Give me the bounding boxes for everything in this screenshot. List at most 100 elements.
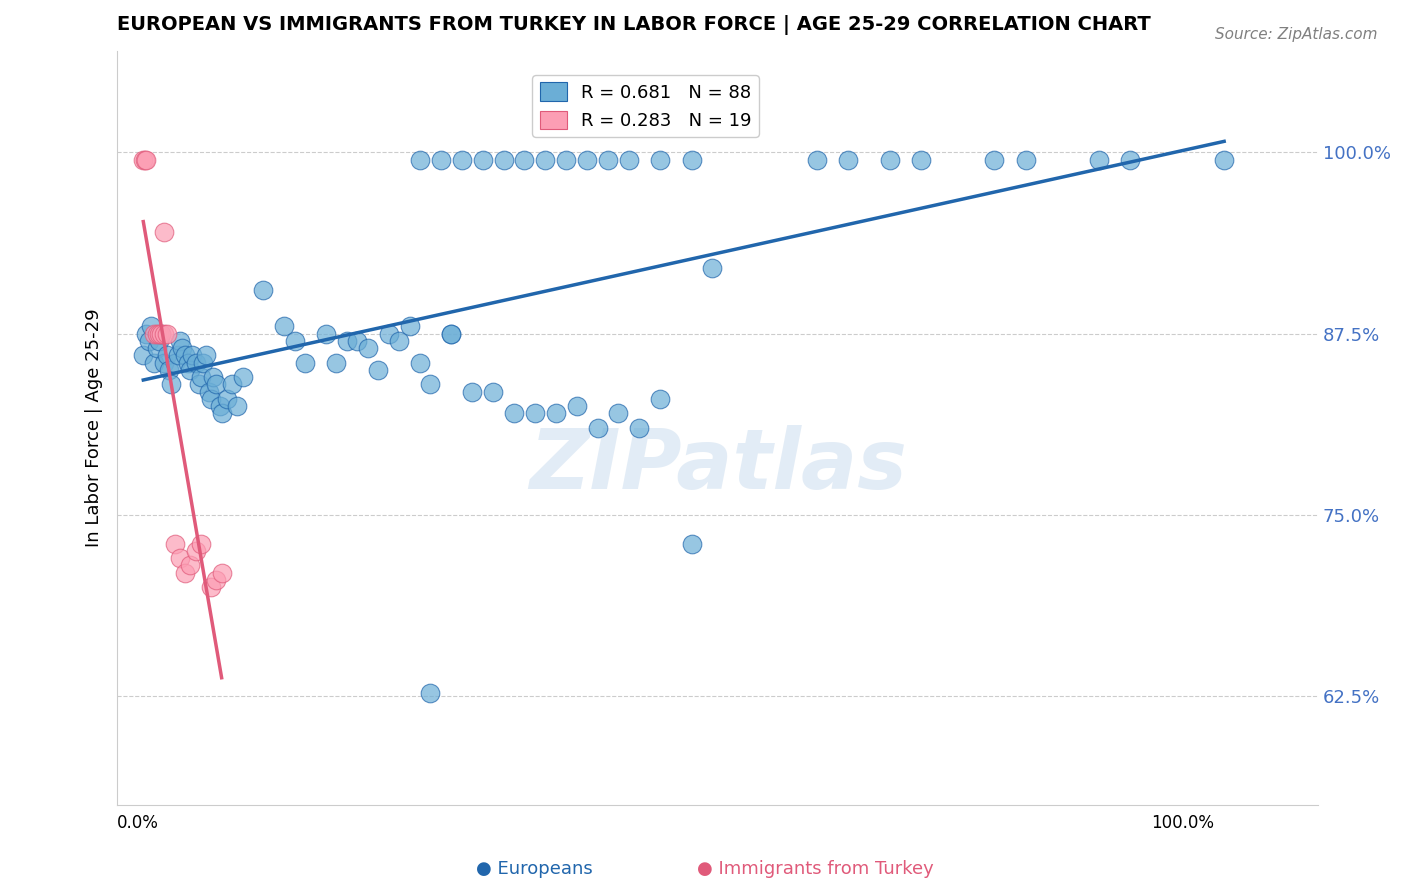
Europeans — [184, 355, 207, 369]
Y-axis label: In Labor Force | Age 25-29: In Labor Force | Age 25-29 — [86, 309, 103, 547]
Europeans — [142, 355, 165, 369]
Europeans — [534, 153, 557, 167]
Europeans — [153, 355, 176, 369]
Europeans — [226, 399, 249, 413]
Immigrants from Turkey — [132, 153, 155, 167]
Europeans — [231, 370, 253, 384]
Europeans — [879, 153, 901, 167]
Immigrants from Turkey — [142, 326, 165, 341]
Immigrants from Turkey — [150, 326, 173, 341]
Europeans — [157, 363, 180, 377]
Europeans — [367, 363, 389, 377]
Europeans — [430, 153, 453, 167]
Europeans — [357, 341, 380, 355]
Europeans — [336, 334, 359, 348]
Europeans — [325, 355, 347, 369]
Europeans — [419, 377, 441, 392]
Europeans — [169, 334, 191, 348]
Europeans — [221, 377, 243, 392]
Europeans — [440, 326, 463, 341]
Europeans — [409, 153, 432, 167]
Europeans — [806, 153, 828, 167]
Europeans — [208, 399, 231, 413]
Immigrants from Turkey — [135, 153, 157, 167]
Europeans — [617, 153, 640, 167]
Europeans — [179, 363, 201, 377]
Europeans — [156, 348, 179, 362]
Europeans — [132, 348, 155, 362]
Europeans — [513, 153, 536, 167]
Europeans — [565, 399, 588, 413]
Europeans — [170, 341, 193, 355]
Europeans — [461, 384, 484, 399]
Europeans — [163, 355, 186, 369]
Europeans — [252, 283, 274, 297]
Legend: R = 0.681   N = 88, R = 0.283   N = 19: R = 0.681 N = 88, R = 0.283 N = 19 — [533, 75, 759, 137]
Text: ● Immigrants from Turkey: ● Immigrants from Turkey — [697, 860, 934, 878]
Europeans — [628, 421, 651, 435]
Europeans — [200, 392, 222, 406]
Europeans — [544, 406, 567, 420]
Europeans — [198, 384, 221, 399]
Immigrants from Turkey — [169, 551, 191, 566]
Europeans — [177, 355, 200, 369]
Europeans — [650, 392, 672, 406]
Europeans — [440, 326, 463, 341]
Europeans — [315, 326, 337, 341]
Europeans — [284, 334, 307, 348]
Immigrants from Turkey — [163, 537, 186, 551]
Europeans — [194, 348, 217, 362]
Europeans — [148, 334, 170, 348]
Europeans — [190, 370, 212, 384]
Immigrants from Turkey — [211, 566, 233, 580]
Europeans — [910, 153, 932, 167]
Europeans — [983, 153, 1005, 167]
Europeans — [398, 319, 420, 334]
Europeans — [294, 355, 316, 369]
Immigrants from Turkey — [174, 566, 197, 580]
Europeans — [1015, 153, 1038, 167]
Immigrants from Turkey — [179, 558, 201, 573]
Europeans — [191, 355, 214, 369]
Immigrants from Turkey — [205, 573, 228, 587]
Europeans — [607, 406, 630, 420]
Immigrants from Turkey — [190, 537, 212, 551]
Europeans — [702, 261, 724, 276]
Europeans — [377, 326, 399, 341]
Text: ZIPatlas: ZIPatlas — [529, 425, 907, 506]
Europeans — [482, 384, 505, 399]
Europeans — [202, 370, 225, 384]
Europeans — [419, 686, 441, 700]
Europeans — [681, 537, 703, 551]
Immigrants from Turkey — [134, 153, 156, 167]
Europeans — [492, 153, 515, 167]
Europeans — [555, 153, 578, 167]
Europeans — [576, 153, 599, 167]
Europeans — [1119, 153, 1142, 167]
Europeans — [166, 348, 188, 362]
Europeans — [586, 421, 609, 435]
Europeans — [135, 326, 157, 341]
Europeans — [837, 153, 859, 167]
Europeans — [187, 377, 209, 392]
Europeans — [160, 377, 183, 392]
Europeans — [450, 153, 472, 167]
Text: ● Europeans: ● Europeans — [475, 860, 593, 878]
Europeans — [205, 377, 228, 392]
Immigrants from Turkey — [184, 544, 207, 558]
Immigrants from Turkey — [153, 326, 176, 341]
Europeans — [596, 153, 619, 167]
Immigrants from Turkey — [153, 225, 176, 239]
Europeans — [139, 319, 162, 334]
Europeans — [181, 348, 204, 362]
Europeans — [503, 406, 526, 420]
Immigrants from Turkey — [156, 326, 179, 341]
Europeans — [146, 341, 169, 355]
Europeans — [211, 406, 233, 420]
Immigrants from Turkey — [146, 326, 169, 341]
Europeans — [523, 406, 546, 420]
Europeans — [215, 392, 238, 406]
Europeans — [346, 334, 368, 348]
Text: EUROPEAN VS IMMIGRANTS FROM TURKEY IN LABOR FORCE | AGE 25-29 CORRELATION CHART: EUROPEAN VS IMMIGRANTS FROM TURKEY IN LA… — [117, 15, 1152, 35]
Europeans — [273, 319, 295, 334]
